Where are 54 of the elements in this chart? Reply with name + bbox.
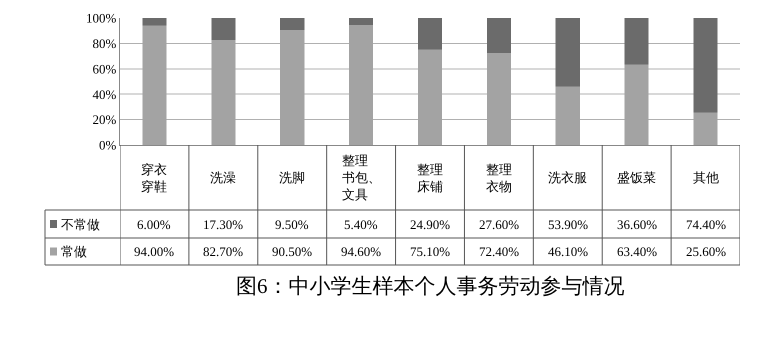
bar: [349, 18, 374, 25]
data-label: 46.10%: [548, 244, 588, 259]
data-label: 74.40%: [686, 217, 726, 232]
data-label: 25.60%: [686, 244, 726, 259]
bar: [486, 53, 511, 145]
data-label: 9.50%: [275, 217, 309, 232]
data-label: 6.00%: [137, 217, 171, 232]
data-label: 94.60%: [341, 244, 382, 259]
x-tick-label: 洗脚: [279, 170, 305, 185]
bar: [624, 64, 649, 145]
data-label: 24.90%: [410, 217, 450, 232]
bar: [556, 86, 580, 145]
x-tick-label: 盛饭菜: [617, 170, 656, 185]
x-tick-label: 洗澡: [210, 170, 236, 185]
bar: [142, 26, 166, 145]
x-tick-label: 整理床铺: [417, 162, 443, 194]
bar: [418, 18, 442, 50]
data-label: 75.10%: [410, 244, 450, 259]
x-tick-label: 整理书包、文具: [342, 153, 381, 202]
bar: [142, 18, 166, 26]
x-tick-label: 整理衣物: [486, 162, 512, 194]
data-label: 5.40%: [344, 217, 378, 232]
bar: [556, 18, 580, 86]
y-tick-label: 60%: [92, 61, 117, 76]
x-tick-label: 洗衣服: [548, 170, 587, 185]
x-tick-label: 其他: [693, 170, 719, 185]
data-label: 82.70%: [203, 244, 244, 259]
bar: [280, 18, 304, 30]
data-label: 72.40%: [479, 244, 520, 259]
y-tick-label: 20%: [92, 112, 117, 128]
bar: [694, 112, 718, 145]
data-label: 94.00%: [134, 244, 174, 259]
bar: [694, 18, 718, 112]
y-tick-label: 80%: [92, 36, 117, 51]
bar: [211, 18, 236, 40]
legend-label: 常做: [61, 244, 87, 259]
text: 图6：中小学生样本个人事务劳动参与情况: [236, 274, 624, 298]
bar: [349, 24, 374, 145]
x-tick-label: 穿衣穿鞋: [141, 162, 167, 194]
data-label: 27.60%: [479, 217, 520, 232]
data-label: 63.40%: [617, 244, 658, 259]
y-tick-label: 100%: [86, 10, 117, 26]
data-label: 17.30%: [203, 217, 244, 232]
bar: [624, 18, 649, 64]
y-tick-label: 0%: [99, 138, 117, 153]
data-label: 36.60%: [617, 217, 658, 232]
bar: [211, 40, 236, 145]
legend-label: 不常做: [61, 217, 100, 232]
bar: [486, 18, 511, 54]
y-tick-label: 40%: [92, 86, 117, 102]
data-label: 53.90%: [548, 217, 588, 232]
bar: [280, 30, 304, 145]
data-label: 90.50%: [272, 244, 312, 259]
bar: [418, 50, 442, 145]
